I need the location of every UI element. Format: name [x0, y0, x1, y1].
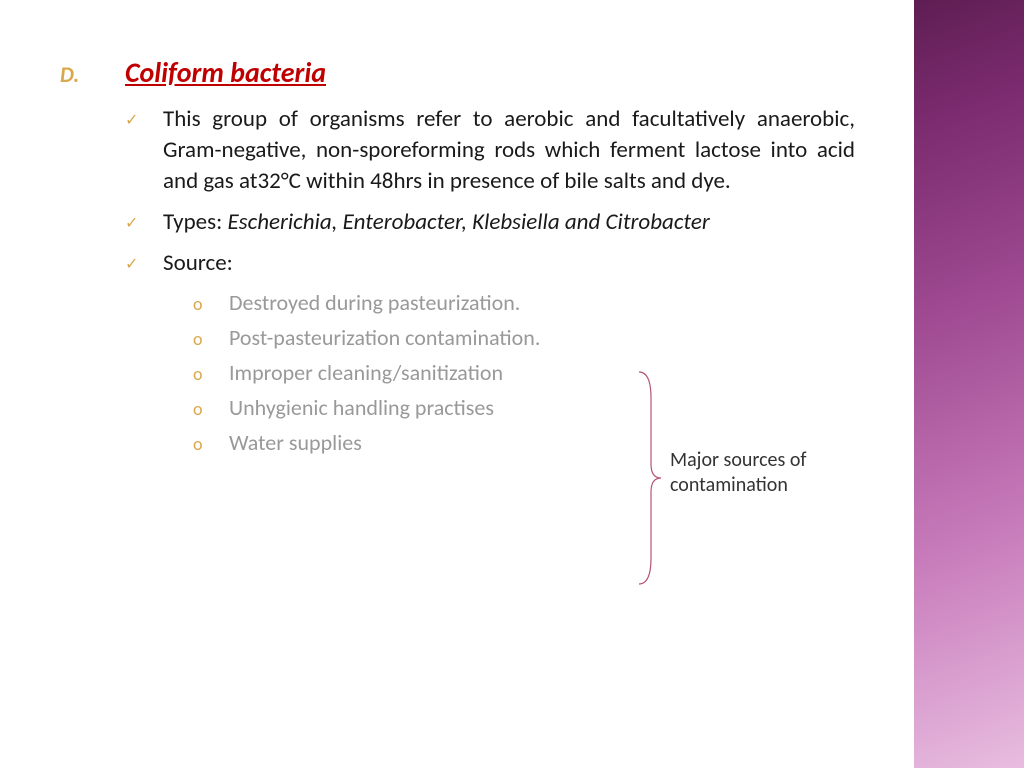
- decorative-side-bar: [914, 0, 1024, 768]
- check-icon: ✓: [125, 207, 163, 233]
- sub-item: o Improper cleaning/sanitization: [193, 359, 855, 386]
- sub-text: Improper cleaning/sanitization: [229, 359, 503, 386]
- list-marker-d: D.: [60, 61, 79, 88]
- annotation-label: Major sources of contamination: [670, 448, 850, 498]
- bullet-item: ✓ Source:: [125, 248, 855, 279]
- bullet-item: ✓ This group of organisms refer to aerob…: [125, 104, 855, 197]
- check-icon: ✓: [125, 104, 163, 130]
- circle-marker-icon: o: [193, 433, 229, 455]
- circle-marker-icon: o: [193, 293, 229, 315]
- circle-marker-icon: o: [193, 398, 229, 420]
- sub-item: o Unhygienic handling practises: [193, 394, 855, 421]
- sub-item: o Destroyed during pasteurization.: [193, 289, 855, 316]
- circle-marker-icon: o: [193, 363, 229, 385]
- bullet-text: This group of organisms refer to aerobic…: [163, 104, 855, 197]
- brace-bracket-icon: [635, 368, 665, 588]
- circle-marker-icon: o: [193, 328, 229, 350]
- sub-text: Post-pasteurization contamination.: [229, 324, 540, 351]
- bullet-text: Source:: [163, 248, 855, 279]
- sub-item: o Post-pasteurization contamination.: [193, 324, 855, 351]
- bullet-text: Types: Escherichia, Enterobacter, Klebsi…: [163, 207, 855, 238]
- sub-text: Destroyed during pasteurization.: [229, 289, 520, 316]
- slide-content: D. Coliform bacteria ✓ This group of org…: [75, 55, 855, 464]
- bullet-item: ✓ Types: Escherichia, Enterobacter, Kleb…: [125, 207, 855, 238]
- sub-text: Water supplies: [229, 429, 362, 456]
- sub-text: Unhygienic handling practises: [229, 394, 494, 421]
- check-icon: ✓: [125, 248, 163, 274]
- section-title: Coliform bacteria: [125, 55, 855, 90]
